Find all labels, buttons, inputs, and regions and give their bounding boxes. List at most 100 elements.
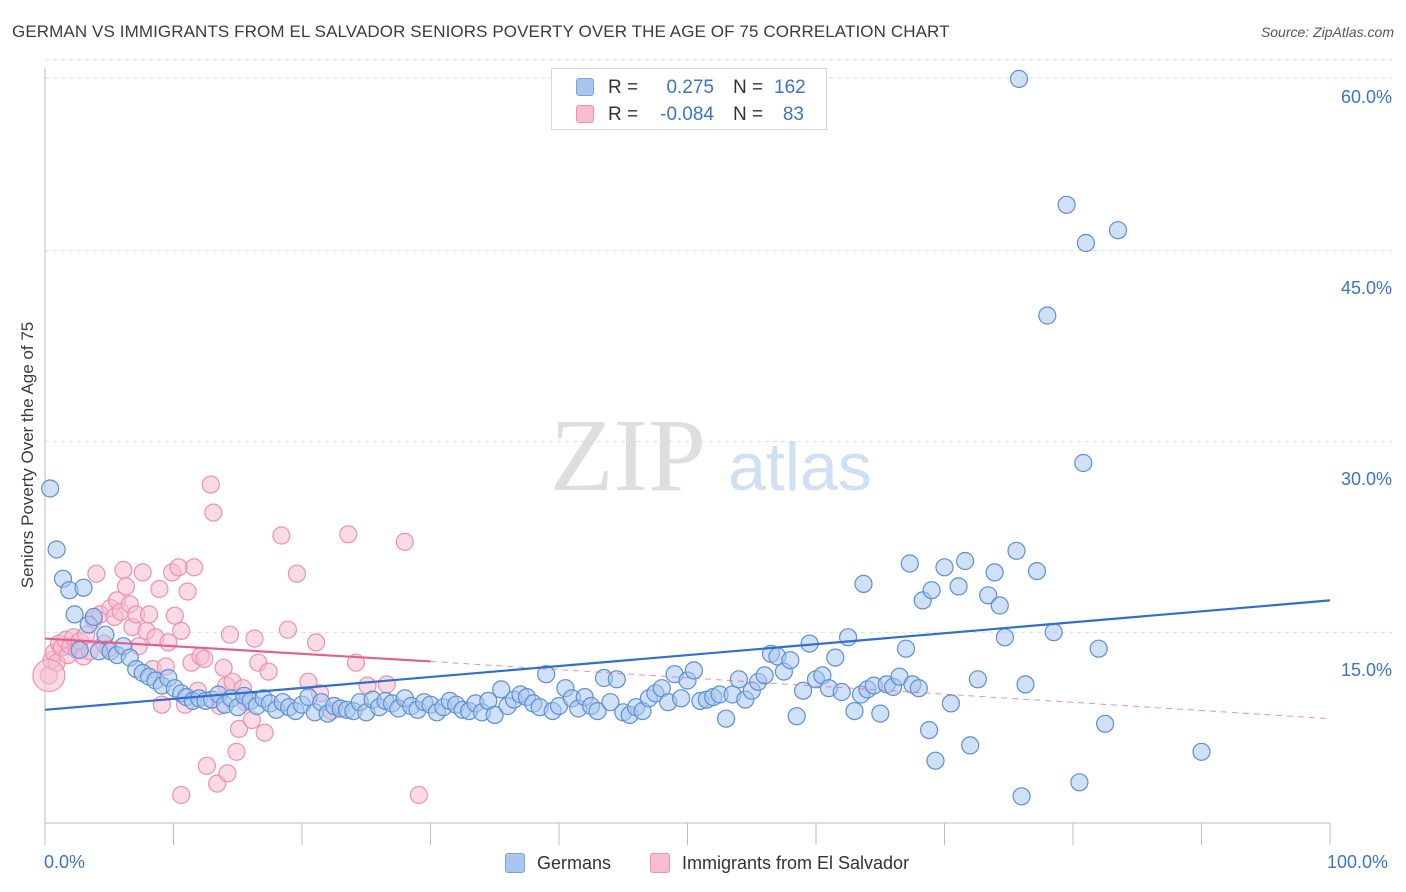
germans-point-150	[979, 586, 998, 605]
germans-point-164	[1076, 233, 1096, 253]
r-value-germans: 0.275	[666, 77, 714, 98]
el-salvador-point-75	[339, 525, 358, 544]
germans-point-5	[70, 640, 89, 660]
trend-lines	[44, 599, 1331, 720]
el-salvador-point-79	[395, 532, 414, 552]
germans-point-168	[1192, 742, 1211, 761]
n-label: N =	[733, 104, 764, 125]
el-salvador-point-72	[307, 633, 326, 652]
r-label: R =	[608, 77, 639, 98]
el-salvador-point-67	[259, 662, 278, 681]
germans-point-6	[74, 578, 93, 597]
trend-line-el-salvador-extension	[430, 660, 1331, 720]
germans-point-117	[781, 651, 800, 670]
el-salvador-point-68	[272, 526, 291, 545]
el-salvador-point-35	[150, 579, 169, 599]
germans-point-165	[1089, 639, 1108, 658]
n-label: N =	[733, 77, 764, 98]
el-salvador-point-82	[218, 764, 237, 783]
el-salvador-point-64	[245, 629, 264, 648]
germans-point-141	[919, 720, 939, 740]
axes	[44, 68, 1331, 845]
germans-point-10	[96, 625, 115, 644]
germans-point-72	[492, 680, 511, 699]
germans-point-147	[955, 551, 975, 571]
germans-point-158	[1027, 561, 1047, 581]
germans-point-148	[961, 736, 980, 755]
y-axis-title: Seniors Poverty Over the Age of 75	[18, 321, 37, 589]
germans-point-153	[995, 628, 1015, 647]
chart-title: GERMAN VS IMMIGRANTS FROM EL SALVADOR SE…	[12, 22, 950, 41]
el-salvador-point-25	[116, 577, 136, 596]
germans-point-161	[1057, 195, 1076, 214]
trend-line-el-salvador	[44, 637, 431, 663]
germans-point-159	[1038, 306, 1057, 325]
germans-point-160	[1044, 623, 1063, 642]
el-salvador-point-70	[287, 564, 306, 583]
legend-swatch-el-salvador	[576, 105, 594, 123]
el-salvador-point-41	[169, 558, 188, 577]
el-salvador-point-66	[255, 723, 274, 742]
y-tick-label-45: 45.0%	[1340, 278, 1392, 298]
legend-swatch-germans	[576, 78, 594, 96]
legend-row-el-salvador: R = -0.084 N = 83	[552, 102, 826, 128]
n-value-germans: 162	[774, 77, 806, 98]
legend-row-germans: R = 0.275 N = 162	[552, 75, 826, 101]
el-salvador-point-69	[278, 620, 297, 639]
germans-point-156	[1009, 69, 1029, 89]
germans-point-157	[1012, 787, 1031, 806]
germans-point-118	[787, 707, 806, 726]
germans-point-163	[1074, 453, 1093, 473]
germans-point-144	[935, 558, 954, 577]
legend-label-germans: Germans	[537, 853, 612, 873]
el-salvador-point-24	[114, 560, 133, 580]
germans-point-167	[1108, 221, 1128, 240]
el-salvador-point-51	[201, 475, 220, 494]
el-salvador-point-32	[140, 605, 159, 624]
germans-point-149	[968, 670, 988, 689]
germans-point-100	[671, 689, 691, 708]
el-salvador-point-80	[409, 785, 428, 805]
legend-label-el-salvador: Immigrants from El Salvador	[682, 853, 910, 873]
germans-point-102	[684, 661, 704, 680]
germans-point-139	[900, 554, 919, 573]
el-salvador-point-16	[87, 564, 106, 583]
germans-point-138	[854, 574, 873, 594]
y-tick-label-15: 15.0%	[1340, 660, 1392, 680]
el-salvador-point-50	[197, 756, 216, 775]
germans-point-152	[990, 596, 1009, 615]
germans-point-113	[755, 666, 774, 685]
germans-point-71	[485, 705, 504, 725]
watermark-zip: ZIP	[550, 398, 706, 513]
germans-point-79	[537, 665, 556, 684]
el-salvador-point-81	[172, 785, 191, 805]
germans-point-137	[909, 679, 928, 698]
el-salvador-point-55	[214, 658, 233, 677]
germans-point-127	[845, 701, 864, 721]
el-salvador-point-46	[185, 558, 204, 577]
y-tick-label-60: 60.0%	[1340, 87, 1392, 107]
el-salvador-point-59	[227, 742, 246, 761]
legend-swatch-germans	[505, 853, 525, 873]
germans-point-119	[793, 681, 813, 700]
el-salvador-point-large	[32, 658, 66, 693]
germans-point-142	[922, 581, 941, 600]
germans-point-89	[601, 693, 620, 712]
x-tick-label-100: 100.0%	[1327, 852, 1389, 872]
el-salvador-point-44	[178, 582, 197, 601]
germans-point-135	[896, 639, 916, 658]
germans-point-162	[1070, 773, 1089, 792]
germans-point-4	[65, 605, 84, 624]
el-salvador-point-42	[172, 621, 191, 641]
series-el-salvador-points	[32, 475, 428, 805]
el-salvador-point-49	[195, 649, 214, 669]
y-tick-label-30: 30.0%	[1340, 469, 1392, 489]
germans-point-126	[838, 628, 858, 647]
germans-point-166	[1095, 714, 1115, 733]
trend-line-germans	[44, 599, 1331, 711]
el-salvador-point-52	[204, 503, 223, 522]
grid-lines	[45, 59, 1392, 633]
germans-point-107	[716, 709, 736, 728]
germans-point-143	[926, 751, 945, 770]
